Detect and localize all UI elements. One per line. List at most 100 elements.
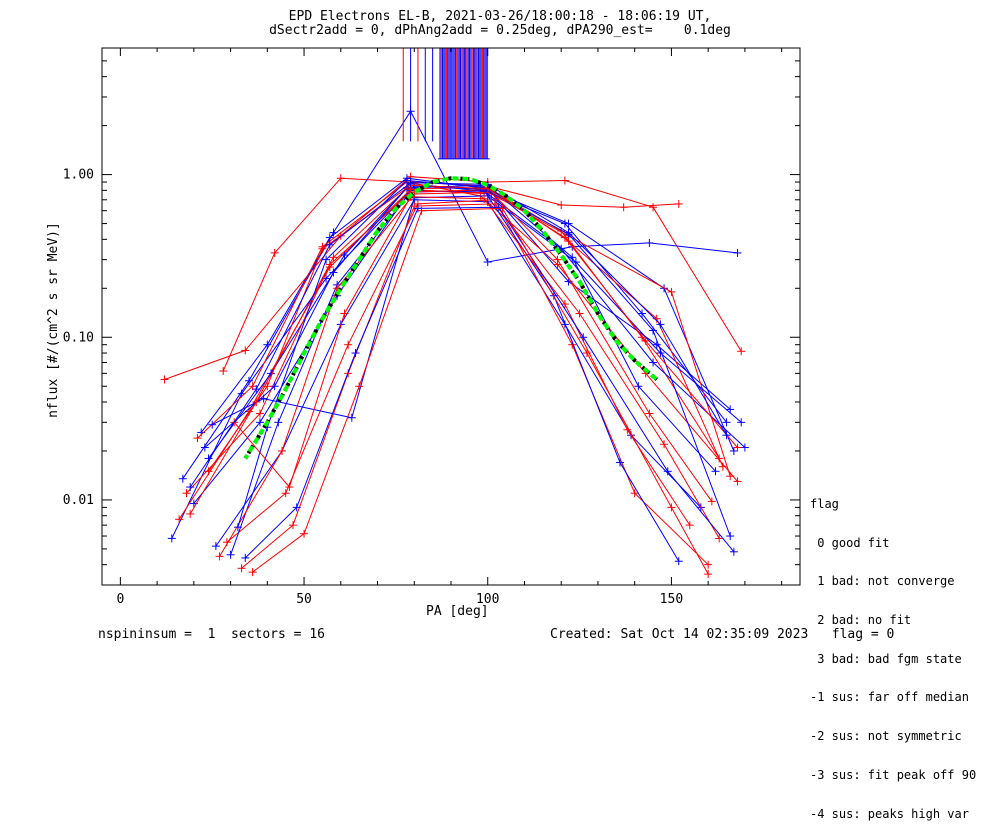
series-line-22 [189,182,727,488]
series-5-point-2 [329,253,338,262]
series-16-point-7 [711,467,720,476]
series-19-point-5 [575,309,584,318]
series-9-point-7 [733,477,742,486]
fit-curve-black [243,176,659,460]
series-23-point-4 [498,204,507,213]
series-line-19 [241,203,720,569]
series-22-point-3 [406,178,415,187]
series-14-point-2 [347,413,356,422]
footer-sectors-info: nspininsum = 1 sectors = 16 [98,627,325,642]
series-16-point-5 [568,253,577,262]
series-0-point-5 [560,176,569,185]
series-21-point-5 [560,233,569,242]
series-20-point-0 [241,553,250,562]
series-23-point-3 [417,206,426,215]
series-1-point-2 [336,174,345,183]
series-11-point-7 [704,560,713,569]
series-line-8 [208,183,746,459]
series-21-point-1 [263,382,272,391]
series-line-10 [215,199,702,547]
series-22-point-5 [564,228,573,237]
series-18-point-0 [233,523,242,532]
series-15-point-7 [685,521,694,530]
series-20-point-4 [494,203,503,212]
series-4-point-6 [638,309,647,318]
series-17-point-1 [278,446,287,455]
series-18-point-7 [726,532,735,541]
series-8-point-6 [649,358,658,367]
series-20-point-5 [579,333,588,342]
x-tick-label-1: 50 [296,592,312,607]
series-13-point-5 [564,237,573,246]
series-23-point-5 [582,349,591,358]
series-20-point-7 [729,547,738,556]
series-22-point-6 [656,320,665,329]
series-5-point-6 [638,333,647,342]
series-3-point-6 [652,340,661,349]
series-line-18 [237,179,731,537]
series-0-point-7 [737,347,746,356]
series-16-point-6 [634,382,643,391]
series-2-point-6 [645,238,654,247]
series-line-20 [244,206,735,559]
series-8-point-7 [740,443,749,452]
series-17-point-0 [215,552,224,561]
legend-item-7: -4 sus: peaks high var [810,806,969,821]
series-12-point-7 [674,557,683,566]
series-21-point-6 [641,336,650,345]
series-13-point-2 [325,260,334,269]
series-23-point-2 [355,382,364,391]
flag-legend: flag 0 good fit 1 bad: not converge 2 ba… [810,472,976,833]
axis-ticks: 0 50 100 150 0.01 0.10 1.00 [63,47,800,607]
series-12-point-0 [226,550,235,559]
legend-item-3: 3 bad: bad fgm state [810,651,962,666]
series-4-point-1 [255,418,264,427]
y-tick-label-0: 0.01 [63,493,94,508]
series-15-point-4 [480,194,489,203]
series-6-point-0 [167,534,176,543]
series-23-point-1 [300,529,309,538]
series-group [160,107,749,579]
series-22-point-1 [252,385,261,394]
series-line-17 [219,191,713,557]
series-4-point-7 [722,418,731,427]
chart: 0 50 100 150 0.01 0.10 1.00 [63,47,801,607]
series-10-point-0 [211,542,220,551]
series-7-point-0 [175,515,184,524]
series-12-point-6 [615,458,624,467]
series-19-point-1 [289,521,298,530]
series-6-point-7 [729,446,738,455]
x-tick-label-0: 0 [116,592,124,607]
legend-item-0: 0 good fit [810,535,890,550]
y-tick-label-2: 1.00 [63,168,94,183]
series-17-point-6 [645,409,654,418]
series-19-point-7 [715,534,724,543]
series-line-5 [189,187,720,515]
series-14-point-7 [737,418,746,427]
series-1-point-1 [270,248,279,257]
fit-curve-group [243,176,659,460]
series-8-point-0 [204,454,213,463]
series-12-point-1 [274,418,283,427]
legend-item-4: -1 sus: far off median [810,690,969,705]
series-14-point-0 [208,420,217,429]
series-7-point-6 [667,287,676,296]
series-11-point-1 [281,489,290,498]
series-21-point-2 [318,244,327,253]
series-21-point-7 [733,443,742,452]
series-3-point-2 [325,233,334,242]
x-tick-label-3: 150 [660,592,683,607]
series-16-point-1 [270,382,279,391]
series-0-point-1 [241,346,250,355]
series-11-point-6 [630,489,639,498]
spike-region [402,48,490,160]
series-1-point-0 [219,367,228,376]
series-6-point-5 [564,219,573,228]
series-20-point-6 [663,467,672,476]
series-line-4 [193,189,727,504]
series-1-point-6 [619,203,628,212]
series-line-11 [226,199,709,566]
series-20-point-2 [351,349,360,358]
series-19-point-6 [660,440,669,449]
x-tick-label-2: 100 [476,592,499,607]
